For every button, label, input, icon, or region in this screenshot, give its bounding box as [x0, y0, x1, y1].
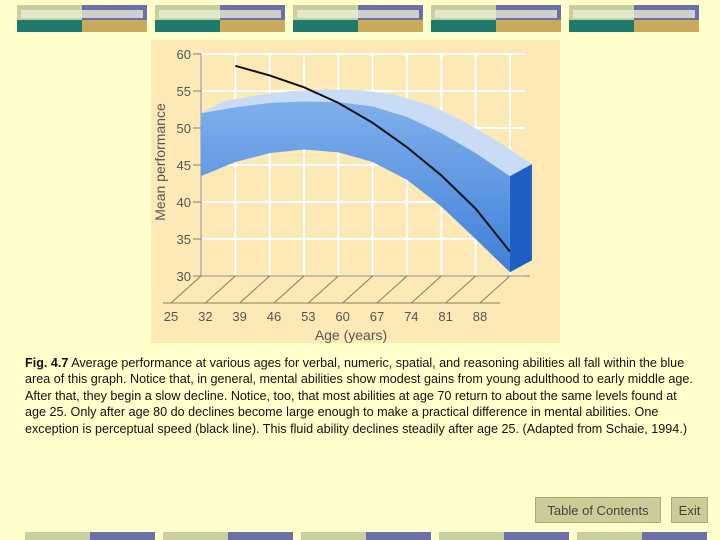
perceptual-speed-line	[235, 64, 511, 253]
y-tick-labels: 30 35 40 45 50 55 60	[177, 47, 191, 284]
floor-line	[204, 275, 236, 304]
y-tick-label: 30	[177, 269, 191, 284]
performance-chart: 30 35 40 45 50 55 60 25 32 39 46 53 60 67 74 81 88 Mean…	[151, 40, 560, 343]
y-axis-label: Mean performance	[152, 103, 168, 221]
x-tick-label: 60	[335, 309, 349, 324]
y-tick-label: 40	[177, 195, 191, 210]
x-tick-label: 81	[438, 309, 452, 324]
y-tick-label: 55	[177, 84, 191, 99]
floor-line	[376, 275, 408, 304]
floor-line	[170, 275, 202, 304]
caption-text: Average performance at various ages for …	[25, 356, 693, 436]
floor-line	[273, 275, 305, 304]
floor-line	[479, 275, 511, 304]
x-axis-label: Age (years)	[315, 327, 387, 343]
x-tick-labels: 25 32 39 46 53 60 67 74 81 88	[164, 309, 487, 324]
x-tick-label: 39	[232, 309, 246, 324]
y-tick-label: 50	[177, 121, 191, 136]
band-front-face	[201, 101, 510, 273]
x-tick-label: 67	[370, 309, 384, 324]
y-tick-label: 45	[177, 158, 191, 173]
y-tick-label: 35	[177, 232, 191, 247]
floor-line	[445, 275, 476, 304]
footer-decoration	[0, 532, 720, 540]
band-side-face	[509, 164, 532, 273]
ability-band	[201, 89, 532, 273]
floor-line	[307, 275, 339, 304]
floor-line	[342, 275, 373, 304]
exit-button[interactable]: Exit	[671, 497, 708, 523]
band-top-face	[201, 89, 532, 177]
table-of-contents-button[interactable]: Table of Contents	[535, 497, 661, 523]
figure-caption: Fig. 4.7 Average performance at various …	[25, 355, 700, 437]
x-tick-label: 25	[164, 309, 178, 324]
perceptual-speed-path	[235, 64, 511, 253]
floor-line	[239, 275, 270, 304]
header-decoration	[0, 5, 720, 35]
x-tick-label: 53	[301, 309, 315, 324]
x-tick-label: 32	[198, 309, 212, 324]
x-tick-label: 74	[404, 309, 418, 324]
x-tick-label: 46	[267, 309, 281, 324]
y-tick-label: 60	[177, 47, 191, 62]
x-tick-label: 88	[473, 309, 487, 324]
figure-label: Fig. 4.7	[25, 356, 69, 370]
floor-line	[410, 275, 442, 304]
